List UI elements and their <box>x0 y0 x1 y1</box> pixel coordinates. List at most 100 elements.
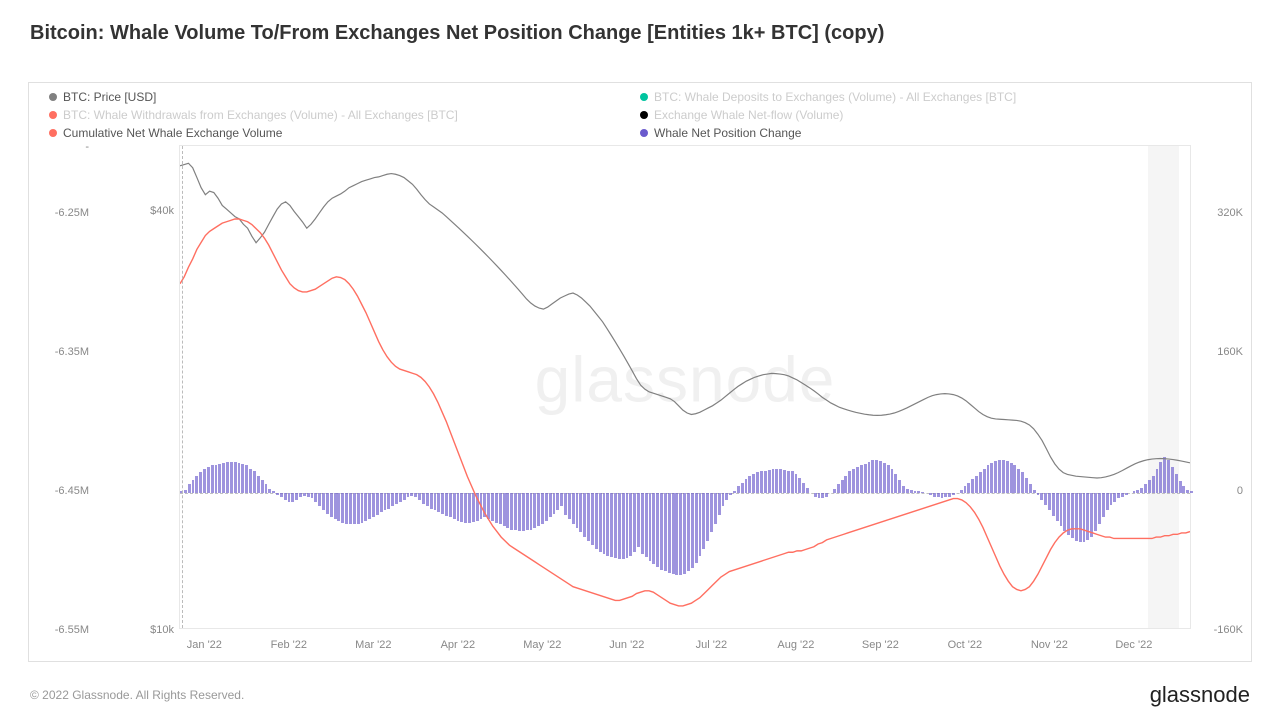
bar <box>960 490 963 493</box>
brand-logo: glassnode <box>1150 682 1250 708</box>
bar <box>660 493 663 569</box>
bar <box>299 493 302 497</box>
bar <box>545 493 548 521</box>
x-tick-label: Sep '22 <box>862 639 899 651</box>
bar <box>326 493 329 514</box>
bar <box>303 493 306 496</box>
bar <box>376 493 379 515</box>
bar <box>1186 490 1189 493</box>
bar <box>864 464 867 494</box>
bar <box>668 493 671 573</box>
bar <box>1152 476 1155 493</box>
bar <box>618 493 621 559</box>
bar <box>649 493 652 561</box>
bar <box>1113 493 1116 502</box>
bar <box>311 493 314 498</box>
bar <box>595 493 598 549</box>
bar <box>1156 469 1159 493</box>
bar <box>387 493 390 509</box>
bar <box>952 493 955 495</box>
bar <box>257 476 260 493</box>
bar <box>937 493 940 497</box>
bar <box>772 469 775 493</box>
bar <box>852 469 855 493</box>
bar <box>979 472 982 493</box>
bar <box>1171 467 1174 493</box>
bar <box>268 489 271 493</box>
bar <box>1071 493 1074 538</box>
bar <box>1067 493 1070 535</box>
legend-item[interactable]: Exchange Whale Net-flow (Volume) <box>654 106 843 124</box>
x-tick-label: May '22 <box>523 639 561 651</box>
bar <box>487 493 490 519</box>
bar <box>787 471 790 494</box>
bar <box>606 493 609 555</box>
bar <box>253 471 256 493</box>
bar <box>295 493 298 500</box>
bar <box>629 493 632 555</box>
bar <box>437 493 440 512</box>
bar <box>860 465 863 493</box>
bar <box>241 464 244 494</box>
bar <box>1117 493 1120 498</box>
bar <box>975 476 978 493</box>
bar <box>238 463 241 493</box>
bar <box>468 493 471 523</box>
footer: © 2022 Glassnode. All Rights Reserved. g… <box>30 682 1250 708</box>
legend-item[interactable]: BTC: Whale Withdrawals from Exchanges (V… <box>63 106 458 124</box>
bar <box>1175 474 1178 493</box>
bar <box>288 493 291 502</box>
bar <box>583 493 586 536</box>
bar <box>203 469 206 493</box>
bar <box>1021 472 1024 493</box>
bar <box>1029 484 1032 493</box>
bar <box>821 493 824 498</box>
bar <box>1063 493 1066 531</box>
bar <box>403 493 406 500</box>
bar <box>245 465 248 493</box>
bar <box>284 493 287 500</box>
bar <box>706 493 709 541</box>
bar <box>695 493 698 562</box>
bar <box>914 491 917 494</box>
bar <box>353 493 356 524</box>
bar <box>894 474 897 493</box>
bar <box>1182 486 1185 493</box>
bar <box>426 493 429 506</box>
bar <box>506 493 509 528</box>
legend-item[interactable]: BTC: Whale Deposits to Exchanges (Volume… <box>654 88 1016 106</box>
bar <box>1121 493 1124 496</box>
bar <box>948 493 951 496</box>
bar <box>553 493 556 514</box>
bar <box>522 493 525 531</box>
bar <box>1044 493 1047 505</box>
bar <box>518 493 521 531</box>
bar <box>449 493 452 517</box>
bar <box>453 493 456 519</box>
legend-item[interactable]: BTC: Price [USD] <box>63 88 156 106</box>
bar <box>868 462 871 493</box>
bar <box>883 463 886 493</box>
bar <box>679 493 682 575</box>
bar <box>795 474 798 493</box>
legend: BTC: Price [USD] BTC: Whale Deposits to E… <box>49 88 1231 142</box>
bar <box>1179 481 1182 493</box>
bar <box>791 471 794 493</box>
bar <box>560 493 563 506</box>
bar <box>307 493 310 496</box>
bar <box>783 470 786 493</box>
legend-item[interactable]: Cumulative Net Whale Exchange Volume <box>63 124 282 142</box>
bar <box>994 461 997 493</box>
bar <box>921 492 924 493</box>
legend-item[interactable]: Whale Net Position Change <box>654 124 801 142</box>
x-tick-label: Oct '22 <box>948 639 983 651</box>
bar <box>687 493 690 571</box>
y-tick-label: - <box>29 141 89 153</box>
bar <box>445 493 448 516</box>
bar <box>964 486 967 493</box>
plot-area[interactable]: glassnode <box>179 145 1191 629</box>
y-tick-label: -6.35M <box>29 346 89 358</box>
bar <box>234 462 237 493</box>
bar <box>917 491 920 493</box>
bar <box>902 486 905 493</box>
